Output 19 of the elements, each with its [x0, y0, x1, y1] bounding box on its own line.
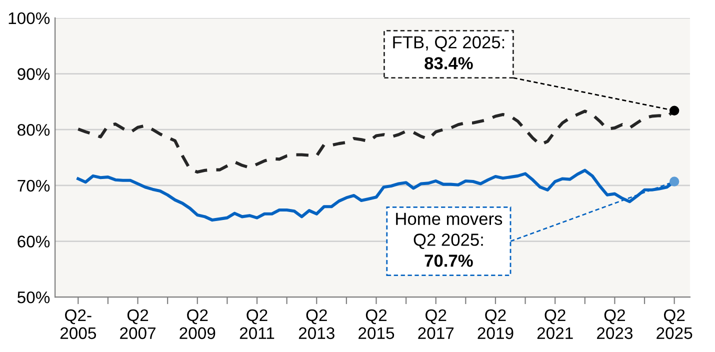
- y-tick-label: 60%: [18, 236, 50, 248]
- x-tick-label: Q2 2023: [597, 309, 633, 340]
- y-tick-label: 80%: [18, 124, 50, 136]
- y-tick-label: 90%: [18, 68, 50, 80]
- x-tick-label: Q2 2007: [120, 309, 156, 340]
- y-tick-label: 50%: [18, 291, 50, 304]
- annotation: FTB, Q2 2025: 83.4%: [393, 36, 504, 70]
- x-tick-label: Q2 2015: [358, 309, 394, 340]
- y-tick-label: 100%: [8, 12, 50, 24]
- x-tick-label: Q2 2021: [537, 309, 573, 340]
- annotation: Home movers Q2 2025: 70.7%: [396, 212, 502, 267]
- x-tick-label: Q2 2013: [298, 309, 334, 340]
- x-tick-label: Q2- 2005: [60, 309, 96, 340]
- y-tick-label: 70%: [18, 180, 50, 192]
- x-tick-label: Q2 2011: [240, 309, 274, 340]
- x-tick-label: Q2 2009: [180, 309, 216, 340]
- x-tick-label: Q2 2019: [478, 309, 514, 340]
- x-tick-label: Q2 2017: [418, 309, 454, 340]
- x-tick-label: Q2 2025: [656, 309, 692, 340]
